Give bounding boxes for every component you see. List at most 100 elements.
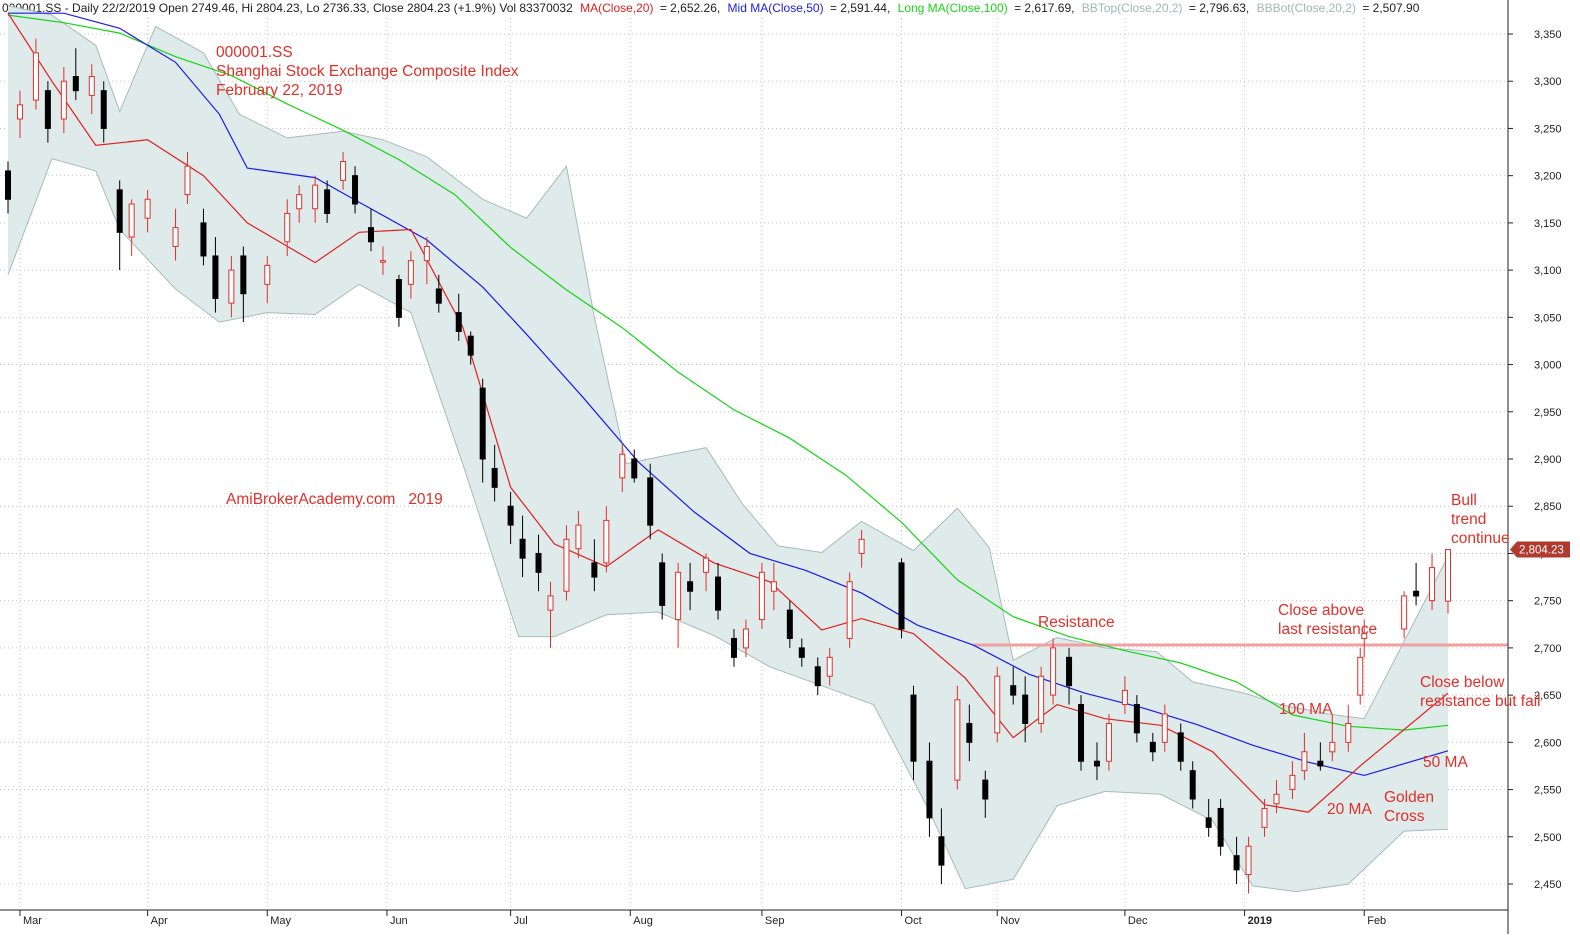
- candle-body: [742, 628, 749, 649]
- candle-up: [1105, 714, 1112, 771]
- candle-down: [898, 558, 905, 639]
- candle-up: [1401, 591, 1408, 639]
- candle-body: [88, 76, 95, 96]
- x-tick-label: May: [270, 915, 291, 927]
- candle-up: [1329, 714, 1336, 762]
- candle-up: [1289, 761, 1296, 799]
- annotation-date: February 22, 2019: [216, 82, 343, 99]
- header-ma100-value: = 2,617.69,: [1014, 1, 1074, 15]
- candle-up: [1361, 619, 1368, 658]
- candle-up: [296, 185, 303, 223]
- candle-body: [1317, 760, 1324, 767]
- header-ma20-label: MA(Close,20): [580, 1, 653, 15]
- header-bbtop-label: BBTop(Close,20,2): [1082, 1, 1183, 15]
- candle-up: [1038, 666, 1045, 733]
- candle-up: [575, 510, 582, 559]
- candle-down: [324, 180, 331, 223]
- header-bbbot-value: = 2,507.90: [1362, 1, 1419, 15]
- candle-up: [340, 152, 347, 190]
- candle-body: [1357, 656, 1364, 696]
- candle-down: [798, 638, 805, 667]
- candle-body: [715, 576, 722, 611]
- candle-down: [1149, 732, 1156, 762]
- candle-up: [846, 572, 853, 648]
- candle-up: [264, 255, 271, 304]
- candle-down: [659, 553, 666, 620]
- candle-body: [1105, 722, 1112, 762]
- y-tick-label: 3,200: [1534, 171, 1562, 183]
- candle-body: [1189, 770, 1196, 800]
- candle-body: [491, 467, 498, 488]
- candle-up: [184, 152, 191, 204]
- candle-body: [603, 519, 610, 564]
- annotation-symbol: 000001.SS: [216, 44, 293, 61]
- bollinger-band-bottom: [7, 158, 1449, 893]
- candle-up: [547, 581, 554, 648]
- candle-up: [954, 685, 961, 790]
- candle-body: [479, 387, 486, 460]
- candle-up: [675, 562, 682, 648]
- y-tick-label: 2,750: [1534, 596, 1562, 608]
- y-tick-label: 3,150: [1534, 218, 1562, 230]
- header-symbol-info: 000001.SS - Daily 22/2/2019 Open 2749.46…: [2, 1, 573, 15]
- candle-down: [1233, 836, 1240, 884]
- candle-body: [826, 656, 833, 677]
- candle-up: [228, 255, 235, 318]
- candle-up: [858, 529, 865, 568]
- candle-body: [575, 524, 582, 550]
- annotation-bull-line1: Bull: [1451, 492, 1477, 509]
- candle-down: [1177, 723, 1184, 771]
- candle-body: [240, 255, 247, 295]
- candle-up: [1161, 704, 1168, 752]
- candle-body: [407, 260, 414, 285]
- candle-down: [1133, 695, 1140, 743]
- candle-body: [519, 538, 526, 559]
- candle-up: [742, 619, 749, 658]
- annotation-golden-line1: Golden: [1384, 789, 1434, 806]
- x-tick-label: Oct: [905, 915, 922, 927]
- header-ma100-label: Long MA(Close,100): [898, 1, 1008, 15]
- candle-body: [1429, 567, 1436, 602]
- candle-up: [16, 90, 23, 138]
- candle-down: [1093, 742, 1100, 781]
- candle-body: [591, 562, 598, 578]
- candle-down: [352, 166, 359, 214]
- annotation-bull-line3: continue: [1451, 530, 1510, 547]
- candle-body: [423, 246, 430, 262]
- candle-body: [730, 637, 737, 658]
- candle-body: [1233, 855, 1240, 871]
- candle-down: [926, 742, 933, 837]
- candle-down: [730, 629, 737, 667]
- candle-body: [954, 699, 961, 781]
- candle-body: [5, 170, 11, 200]
- candle-body: [116, 189, 123, 233]
- candle-body: [647, 477, 654, 526]
- x-tick-label: Sep: [765, 915, 785, 927]
- y-tick-label: 3,350: [1534, 29, 1562, 41]
- candle-body: [619, 453, 626, 479]
- y-tick-label: 3,100: [1534, 265, 1562, 277]
- candle-body: [352, 175, 359, 205]
- candle-up: [407, 251, 414, 299]
- candle-body: [926, 760, 933, 819]
- candle-body: [1273, 793, 1280, 805]
- annotation-close-above-line2: last resistance: [1278, 621, 1377, 638]
- candle-body: [212, 255, 219, 299]
- candle-body: [228, 269, 235, 304]
- candle-down: [491, 444, 498, 502]
- candle-body: [966, 722, 973, 743]
- y-tick-label: 2,450: [1534, 879, 1562, 891]
- candle-down: [1189, 761, 1196, 809]
- y-tick-label: 2,650: [1534, 690, 1562, 702]
- candle-up: [88, 64, 95, 115]
- candle-body: [507, 505, 514, 526]
- candle-body: [1093, 760, 1100, 767]
- candle-down: [467, 331, 474, 365]
- candle-down: [1317, 742, 1324, 771]
- annotation-index-name: Shanghai Stock Exchange Composite Index: [216, 63, 519, 80]
- candle-body: [1361, 633, 1368, 639]
- candle-down: [200, 208, 207, 266]
- candle-up: [1050, 638, 1057, 705]
- candle-body: [1329, 741, 1336, 753]
- ma100-line: [7, 14, 1449, 731]
